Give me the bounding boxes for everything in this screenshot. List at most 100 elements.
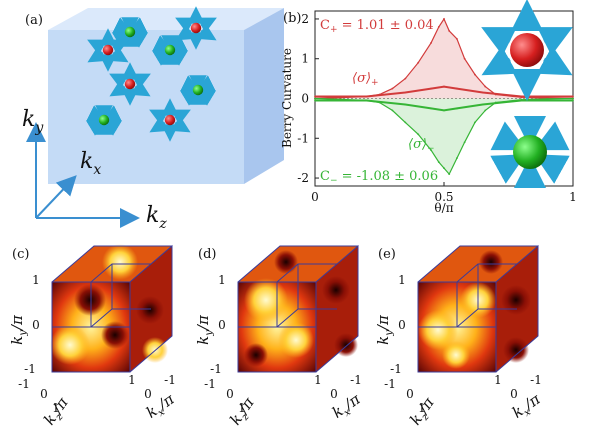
data-point <box>481 91 484 94</box>
box-front-face <box>48 30 244 184</box>
data-point <box>365 95 368 98</box>
data-point <box>443 109 445 112</box>
data-point <box>484 109 487 112</box>
axis-tick-label: 1 <box>238 401 246 415</box>
series-area <box>315 19 573 99</box>
field-arrow <box>180 75 200 91</box>
berry-curvature-plot: 210-1-20 0.5 1 <box>297 12 577 204</box>
data-point <box>404 121 407 124</box>
data-point <box>481 103 484 106</box>
sphere-body <box>192 84 204 96</box>
axis-tick-label: 0 <box>226 387 234 401</box>
data-point <box>456 87 458 90</box>
panel-a: (a) ky kx kz <box>22 6 284 232</box>
source-sphere-inset <box>481 0 573 101</box>
kx-axis <box>35 175 77 219</box>
y-axis-label: Berry Curvature <box>280 48 294 148</box>
axis-tick-label: 1 <box>52 401 60 415</box>
axis-tick-label: -1 <box>204 377 216 391</box>
data-point <box>437 26 440 28</box>
intensity-blob <box>101 321 129 349</box>
sphere-body <box>98 114 110 126</box>
axis-tick-label: 1 <box>32 273 40 287</box>
intensity-blob <box>74 284 106 316</box>
panel-b: (b) 210-1-20 0.5 1 Berry Curvature θ/π C+ … <box>280 0 577 215</box>
axis-tick-label: 0 <box>510 387 518 401</box>
data-point <box>443 18 445 20</box>
intensity-blob <box>479 250 503 274</box>
sphere-body <box>510 33 544 67</box>
data-point <box>430 41 432 44</box>
field-arrow <box>152 35 172 51</box>
intensity-blob <box>244 343 268 367</box>
axis-tick-label: -1 <box>24 362 36 376</box>
intensity-blob <box>50 325 90 365</box>
field-arrow <box>109 73 129 90</box>
data-point <box>391 87 394 90</box>
y-tick-label: -2 <box>297 171 309 185</box>
box-top-face <box>48 8 284 30</box>
intensity-blob <box>501 285 531 315</box>
x-tick-label: 0.5 <box>434 190 453 204</box>
field-arrow <box>151 49 172 66</box>
intensity-blob <box>322 276 350 304</box>
data-point <box>572 95 574 98</box>
intensity-blob <box>102 244 138 280</box>
kz-axis-label: kz <box>146 203 167 232</box>
axis-tick-label: 1 <box>314 373 322 387</box>
field-arrow <box>481 45 518 76</box>
intensity-blob <box>274 250 298 274</box>
cube-cutout-lines <box>418 263 517 328</box>
data-point <box>520 95 523 98</box>
data-point <box>443 85 445 88</box>
axis-tick-label: -1 <box>164 373 176 387</box>
axis-tick-label: -1 <box>530 373 542 387</box>
axis-tick-label: 0 <box>398 318 406 332</box>
axis-tick-label: 1 <box>218 273 226 287</box>
data-point <box>448 173 451 175</box>
y-tick-label: 2 <box>301 12 309 26</box>
data-point <box>474 73 476 76</box>
ky-axis-label: ky/π <box>374 314 395 345</box>
axis-tick-label: -1 <box>384 377 396 391</box>
sphere-body <box>124 26 136 38</box>
data-point <box>448 29 451 32</box>
field-arrow <box>196 75 216 91</box>
ky-axis-label: ky/π <box>8 314 29 345</box>
axis-tick-label: 0 <box>406 387 414 401</box>
x-axis-label: θ/π <box>434 201 453 215</box>
axis-tick-label: -1 <box>390 362 402 376</box>
source-sphere <box>87 28 129 72</box>
field-arrow <box>102 105 122 121</box>
field-arrow <box>168 35 188 51</box>
chern-minus-annotation: C− = -1.08 ± 0.06 <box>320 169 438 186</box>
data-point <box>456 157 458 160</box>
sink-sphere <box>179 75 217 106</box>
intensity-blob <box>503 337 529 363</box>
sink-sphere <box>111 17 149 48</box>
cube-cutout-lines <box>238 263 337 328</box>
data-point <box>391 109 394 112</box>
sphere-body <box>102 44 114 56</box>
field-arrow <box>87 39 107 56</box>
axis-tick-label: 0 <box>144 387 152 401</box>
box-side-face <box>244 8 284 184</box>
axis-tick-label: 1 <box>494 373 502 387</box>
intensity-blob <box>136 296 164 324</box>
data-point <box>430 87 432 90</box>
data-point <box>463 57 466 60</box>
data-point <box>404 77 407 80</box>
data-point <box>520 99 523 102</box>
data-point <box>404 103 407 106</box>
x-tick-label: 0 <box>311 190 319 204</box>
y-tick-label: 0 <box>301 92 309 106</box>
axis-tick-label: 0 <box>330 387 338 401</box>
field-arrow <box>196 23 217 41</box>
data-point <box>430 149 432 152</box>
sink-sphere <box>85 105 123 136</box>
ky-axis-label: ky <box>22 107 44 136</box>
axis-tick-label: -1 <box>18 377 30 391</box>
axis-tick-label: 0 <box>218 318 226 332</box>
